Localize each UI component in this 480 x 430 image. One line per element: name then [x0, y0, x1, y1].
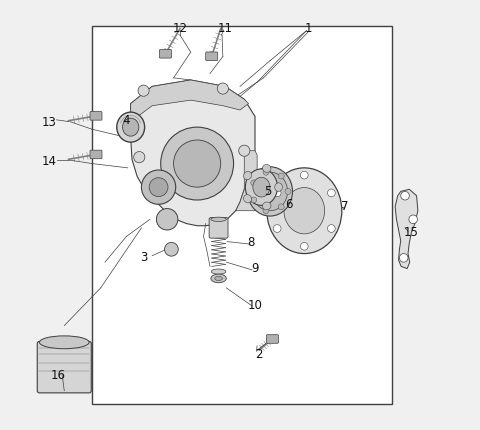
Text: 8: 8 — [247, 237, 254, 249]
Ellipse shape — [263, 165, 271, 172]
Circle shape — [239, 145, 250, 156]
Circle shape — [174, 140, 221, 187]
Text: 12: 12 — [172, 22, 188, 35]
FancyBboxPatch shape — [90, 111, 102, 120]
Circle shape — [138, 85, 149, 96]
Circle shape — [149, 178, 168, 197]
FancyBboxPatch shape — [266, 335, 278, 343]
FancyBboxPatch shape — [206, 52, 218, 61]
Text: 13: 13 — [42, 117, 57, 129]
Circle shape — [327, 224, 335, 232]
Circle shape — [165, 243, 178, 256]
Circle shape — [273, 189, 281, 197]
Text: 1: 1 — [305, 22, 312, 35]
Text: 15: 15 — [404, 226, 419, 239]
Text: 16: 16 — [50, 369, 65, 382]
Circle shape — [327, 189, 335, 197]
FancyBboxPatch shape — [159, 49, 171, 58]
Polygon shape — [131, 80, 255, 226]
Circle shape — [273, 224, 281, 232]
Text: 4: 4 — [123, 114, 130, 127]
Text: 11: 11 — [217, 22, 232, 35]
Ellipse shape — [245, 169, 277, 206]
Ellipse shape — [267, 168, 342, 254]
Circle shape — [134, 151, 145, 163]
Bar — [92, 26, 392, 404]
Circle shape — [399, 254, 408, 262]
Circle shape — [156, 209, 178, 230]
Ellipse shape — [211, 274, 226, 283]
Ellipse shape — [243, 172, 252, 180]
Circle shape — [251, 197, 257, 203]
Text: 6: 6 — [286, 198, 293, 211]
Text: 3: 3 — [140, 252, 147, 264]
Polygon shape — [131, 80, 249, 119]
Text: 10: 10 — [248, 298, 263, 311]
FancyBboxPatch shape — [37, 341, 91, 393]
FancyBboxPatch shape — [209, 218, 228, 238]
Ellipse shape — [243, 195, 252, 203]
Circle shape — [401, 191, 409, 200]
Ellipse shape — [263, 202, 271, 210]
Ellipse shape — [211, 269, 226, 274]
Ellipse shape — [248, 167, 292, 216]
Text: 9: 9 — [251, 262, 259, 275]
Ellipse shape — [122, 118, 139, 136]
Circle shape — [300, 243, 308, 250]
Circle shape — [161, 127, 234, 200]
Text: 2: 2 — [255, 348, 263, 361]
Circle shape — [278, 204, 284, 210]
Ellipse shape — [284, 187, 324, 234]
Ellipse shape — [253, 177, 270, 197]
Text: 5: 5 — [264, 185, 272, 198]
Circle shape — [285, 188, 291, 194]
Circle shape — [142, 170, 176, 204]
Polygon shape — [395, 189, 418, 269]
Ellipse shape — [39, 336, 89, 349]
Circle shape — [300, 171, 308, 179]
Ellipse shape — [215, 276, 222, 281]
FancyBboxPatch shape — [90, 150, 102, 159]
Ellipse shape — [117, 112, 144, 142]
Circle shape — [217, 83, 228, 94]
Ellipse shape — [211, 217, 226, 221]
Circle shape — [263, 208, 269, 214]
Circle shape — [278, 173, 284, 179]
Polygon shape — [236, 150, 257, 211]
Circle shape — [263, 169, 269, 175]
Text: 7: 7 — [341, 200, 349, 213]
Circle shape — [409, 215, 418, 224]
Circle shape — [251, 180, 257, 186]
Ellipse shape — [275, 183, 282, 191]
Text: 14: 14 — [42, 155, 57, 168]
Ellipse shape — [252, 172, 288, 211]
